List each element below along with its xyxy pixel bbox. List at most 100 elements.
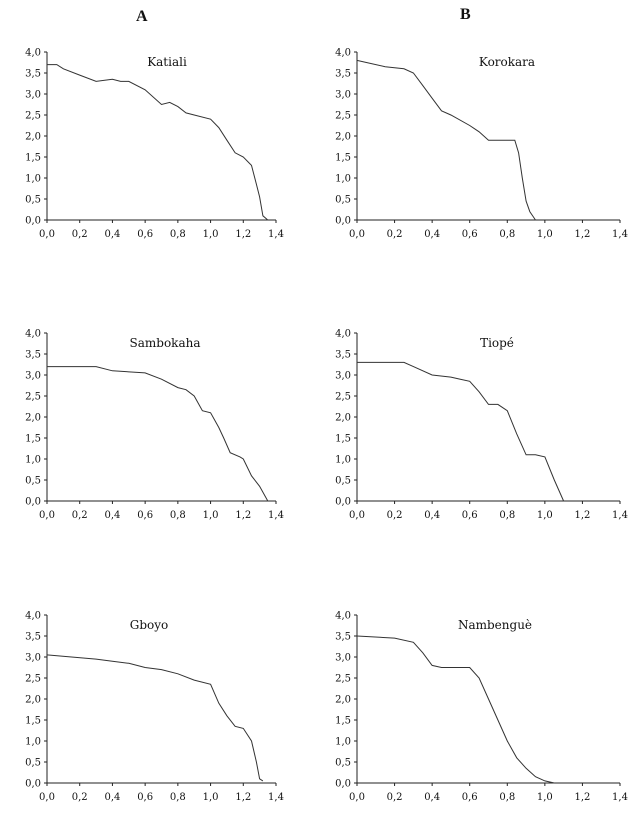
- x-tick-label: 0,8: [499, 229, 515, 240]
- x-tick-label: 0,4: [424, 510, 440, 521]
- y-tick-label: 3,0: [25, 653, 41, 664]
- y-tick-label: 1,0: [335, 737, 351, 748]
- y-tick-label: 2,0: [335, 413, 351, 424]
- x-tick-label: 0,2: [387, 510, 403, 521]
- chart-panel-6: 0,0 0,5 1,0 1,5 2,0 2,5 3,0 3,5 4,0 0,0 0,2 0,4 0,6 0…: [335, 611, 628, 804]
- series-line: [356, 59, 536, 221]
- chart-panel-1: 0,0 0,5 1,0 1,5 2,0 2,5 3,0 3,5 4,0 0,0 0,2 0,4 0,6 0…: [25, 48, 284, 241]
- x-tick-label: 1,4: [268, 229, 284, 240]
- y-tick-label: 3,5: [335, 350, 351, 361]
- y-tick-label: 4,0: [25, 611, 41, 622]
- y-tick-label: 3,0: [335, 371, 351, 382]
- x-tick-label: 0,2: [387, 229, 403, 240]
- y-tick-label: 4,0: [25, 48, 41, 59]
- x-tick-label: 1,2: [574, 510, 590, 521]
- y-tick-label: 2,0: [335, 695, 351, 706]
- y-tick-label: 0,5: [25, 476, 41, 487]
- x-tick-label: 0,2: [72, 229, 88, 240]
- y-tick-label: 2,0: [25, 695, 41, 706]
- x-tick-label: 0,8: [170, 792, 186, 803]
- x-tick-label: 1,2: [235, 510, 251, 521]
- y-tick-label: 2,5: [25, 392, 41, 403]
- y-tick-label: 3,5: [25, 632, 41, 643]
- x-tick-label: 0,4: [104, 510, 120, 521]
- series-line: [356, 635, 555, 784]
- chart-panel-2: 0,0 0,5 1,0 1,5 2,0 2,5 3,0 3,5 4,0 0,0 0,2 0,4 0,6 0…: [335, 48, 628, 241]
- y-tick-label: 3,0: [335, 90, 351, 101]
- x-tick-label: 0,4: [104, 792, 120, 803]
- x-tick-label: 0,2: [387, 792, 403, 803]
- y-tick-label: 2,5: [335, 111, 351, 122]
- x-tick-label: 0,6: [137, 229, 153, 240]
- chart-title: Gboyo: [130, 618, 169, 632]
- x-tick-label: 1,2: [235, 229, 251, 240]
- y-tick-label: 0,5: [25, 195, 41, 206]
- x-tick-label: 0,6: [462, 792, 478, 803]
- series-line: [46, 654, 264, 782]
- chart-panel-5: 0,0 0,5 1,0 1,5 2,0 2,5 3,0 3,5 4,0 0,0 0,2 0,4 0,6 0…: [25, 611, 284, 804]
- chart-panel-4: 0,0 0,5 1,0 1,5 2,0 2,5 3,0 3,5 4,0 0,0 0,2 0,4 0,6 0…: [335, 329, 628, 522]
- y-tick-label: 3,5: [335, 69, 351, 80]
- y-tick-label: 4,0: [25, 329, 41, 340]
- x-tick-label: 0,4: [104, 229, 120, 240]
- x-tick-label: 1,0: [203, 792, 219, 803]
- chart-title: Sambokaha: [130, 336, 201, 350]
- y-tick-label: 2,0: [25, 413, 41, 424]
- y-tick-label: 3,0: [335, 653, 351, 664]
- x-tick-label: 0,8: [499, 510, 515, 521]
- y-tick-label: 2,0: [335, 132, 351, 143]
- y-tick-label: 1,0: [335, 455, 351, 466]
- x-tick-label: 0,4: [424, 792, 440, 803]
- x-tick-label: 0,8: [170, 229, 186, 240]
- y-tick-label: 1,5: [25, 153, 41, 164]
- x-tick-label: 0,0: [39, 792, 55, 803]
- y-tick-label: 2,5: [335, 674, 351, 685]
- series-line: [47, 366, 269, 502]
- x-tick-label: 0,6: [462, 510, 478, 521]
- series-line: [47, 64, 269, 221]
- y-tick-label: 0,0: [25, 497, 41, 508]
- x-tick-label: 0,4: [424, 229, 440, 240]
- y-tick-label: 3,0: [25, 90, 41, 101]
- x-tick-label: 0,2: [72, 792, 88, 803]
- y-tick-label: 1,5: [335, 716, 351, 727]
- x-tick-label: 0,0: [39, 229, 55, 240]
- y-tick-label: 1,0: [25, 737, 41, 748]
- y-tick-label: 0,0: [335, 216, 351, 227]
- y-tick-label: 1,0: [335, 174, 351, 185]
- x-tick-label: 1,0: [537, 792, 553, 803]
- y-tick-label: 0,0: [335, 497, 351, 508]
- x-tick-label: 0,0: [349, 229, 365, 240]
- y-tick-label: 2,5: [335, 392, 351, 403]
- y-tick-label: 2,5: [25, 111, 41, 122]
- x-tick-label: 0,6: [137, 510, 153, 521]
- y-tick-label: 2,0: [25, 132, 41, 143]
- x-tick-label: 1,4: [612, 792, 628, 803]
- y-tick-label: 1,0: [25, 455, 41, 466]
- y-tick-label: 0,5: [335, 758, 351, 769]
- y-tick-label: 3,5: [335, 632, 351, 643]
- x-tick-label: 0,0: [349, 510, 365, 521]
- x-tick-label: 1,4: [268, 510, 284, 521]
- y-tick-label: 0,5: [335, 476, 351, 487]
- x-tick-label: 0,0: [39, 510, 55, 521]
- y-tick-label: 0,5: [25, 758, 41, 769]
- x-tick-label: 1,0: [537, 229, 553, 240]
- chart-title: Tiopé: [480, 336, 514, 350]
- column-label-b: B: [460, 6, 471, 23]
- series-line: [357, 361, 565, 502]
- x-tick-label: 0,6: [462, 229, 478, 240]
- x-tick-label: 0,8: [499, 792, 515, 803]
- chart-title: Katiali: [147, 55, 187, 69]
- y-tick-label: 4,0: [335, 329, 351, 340]
- x-tick-label: 0,8: [170, 510, 186, 521]
- y-tick-label: 0,0: [335, 779, 351, 790]
- y-tick-label: 3,5: [25, 69, 41, 80]
- x-tick-label: 1,4: [612, 229, 628, 240]
- y-tick-label: 1,5: [25, 434, 41, 445]
- chart-title: Nambenguè: [458, 618, 532, 632]
- x-tick-label: 0,2: [72, 510, 88, 521]
- x-tick-label: 1,2: [574, 229, 590, 240]
- x-tick-label: 1,2: [235, 792, 251, 803]
